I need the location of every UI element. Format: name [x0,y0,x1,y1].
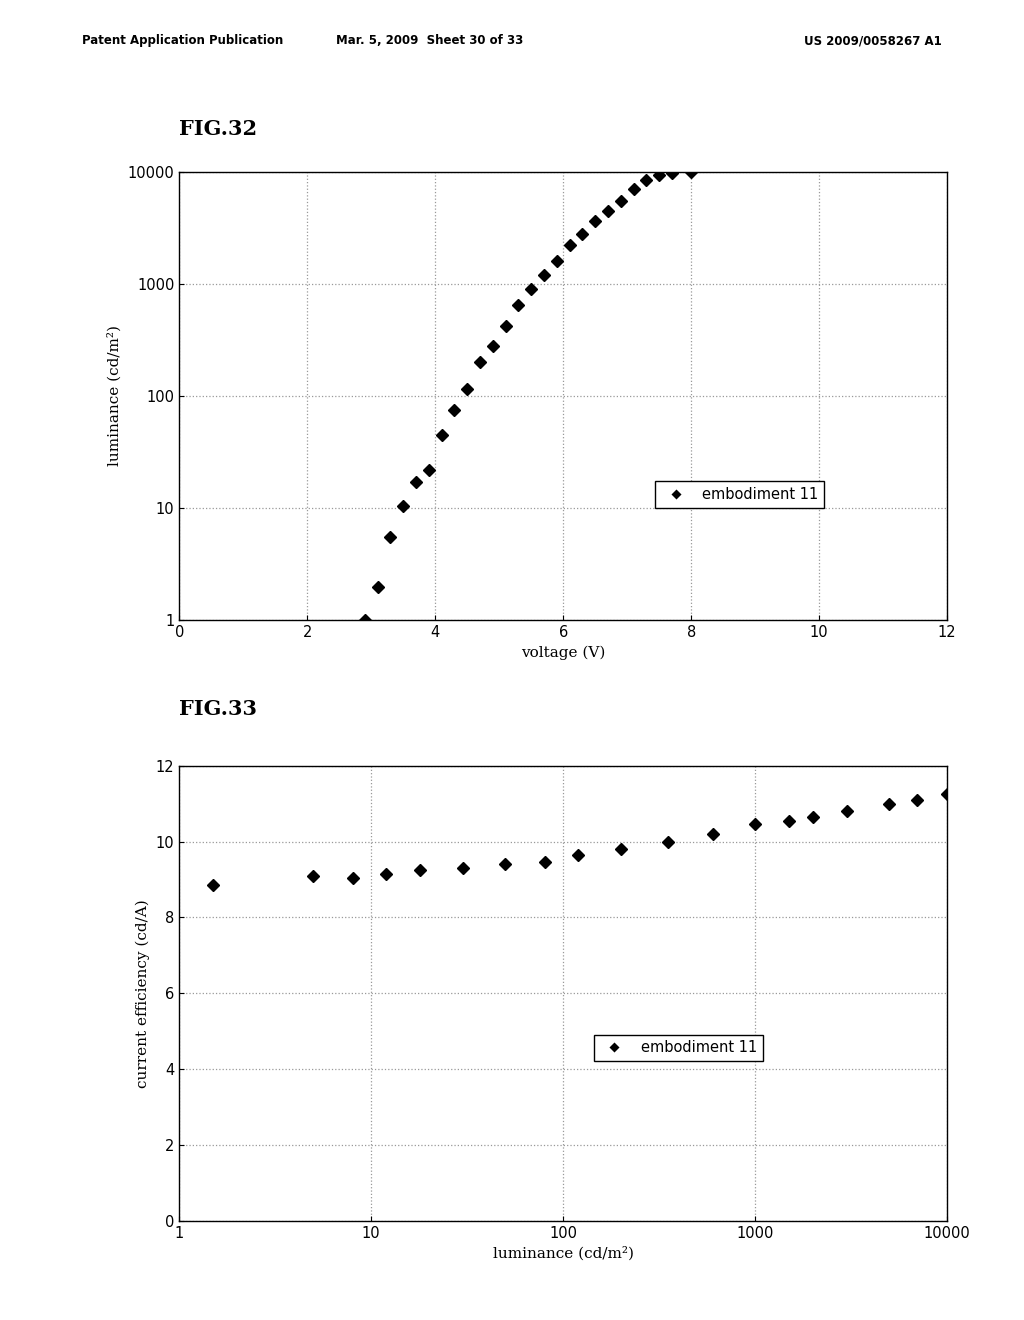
Text: US 2009/0058267 A1: US 2009/0058267 A1 [804,34,942,48]
Legend: embodiment 11: embodiment 11 [655,482,824,508]
Text: Patent Application Publication: Patent Application Publication [82,34,284,48]
Y-axis label: current efficiency (cd/A): current efficiency (cd/A) [136,899,151,1088]
Text: FIG.32: FIG.32 [179,119,257,139]
X-axis label: voltage (V): voltage (V) [521,645,605,660]
Text: Mar. 5, 2009  Sheet 30 of 33: Mar. 5, 2009 Sheet 30 of 33 [337,34,523,48]
Y-axis label: luminance (cd/m²): luminance (cd/m²) [108,326,122,466]
Legend: embodiment 11: embodiment 11 [594,1035,763,1061]
Text: FIG.33: FIG.33 [179,700,257,719]
X-axis label: luminance (cd/m²): luminance (cd/m²) [493,1246,634,1261]
